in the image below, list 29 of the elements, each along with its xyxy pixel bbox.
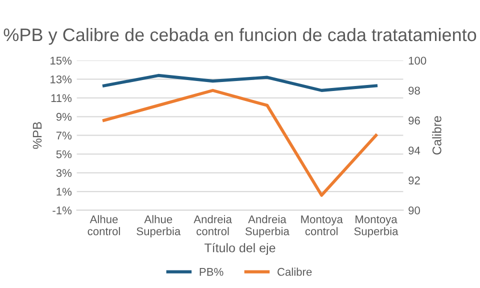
x-tick-label: Montoya control xyxy=(301,216,343,236)
chart-title: %PB y Calibre de cebada en funcion de cada tratatamiento xyxy=(4,28,476,45)
y2-tick-label: 100 xyxy=(408,56,426,65)
x-tick-label: Andreia Superbia xyxy=(245,215,290,238)
y-tick-label: 1% xyxy=(56,188,72,196)
x-tick-label: Andreia control xyxy=(194,215,232,236)
y-tick-label: 9% xyxy=(56,112,72,121)
line-series xyxy=(102,74,378,92)
x-tick-label: Alhue Superbia xyxy=(136,215,181,238)
y-axis-title: %PB xyxy=(32,122,42,149)
y-tick-label: 7% xyxy=(56,132,72,140)
legend-label: PB% xyxy=(200,268,224,276)
y-tick-label: -1% xyxy=(52,206,72,214)
y-tick-label: 3% xyxy=(56,169,72,177)
y-tick-label: 5% xyxy=(56,150,72,158)
y2-tick-label: 98 xyxy=(408,86,420,95)
y2-tick-label: 96 xyxy=(408,116,420,125)
y2-axis-title: Calibre xyxy=(432,116,442,155)
x-tick-label: Montoya Superbia xyxy=(354,216,398,238)
y-tick-label: 11% xyxy=(51,94,72,102)
legend-label: Calibre xyxy=(278,268,312,276)
line-series xyxy=(102,88,378,197)
y2-tick-label: 92 xyxy=(408,176,420,184)
y2-tick-label: 90 xyxy=(408,206,420,214)
x-tick-label: Alhue control xyxy=(88,215,120,236)
y-tick-label: 15% xyxy=(50,56,72,65)
y2-tick-label: 94 xyxy=(408,146,420,154)
y-tick-label: 13% xyxy=(50,75,72,84)
x-axis-title: Título del eje xyxy=(204,242,276,255)
